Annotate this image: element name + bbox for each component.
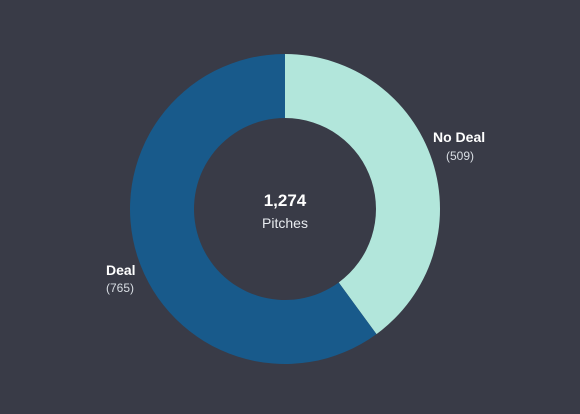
- label-no-deal: No Deal: [433, 129, 485, 145]
- count-no-deal: (509): [446, 149, 474, 163]
- donut-slices: [130, 54, 440, 364]
- slice-no-deal[interactable]: [285, 54, 440, 335]
- count-deal: (765): [106, 281, 134, 295]
- center-caption: Pitches: [262, 215, 308, 231]
- center-total: 1,274: [264, 191, 307, 210]
- slice-deal[interactable]: [130, 54, 377, 364]
- label-deal: Deal: [106, 262, 136, 278]
